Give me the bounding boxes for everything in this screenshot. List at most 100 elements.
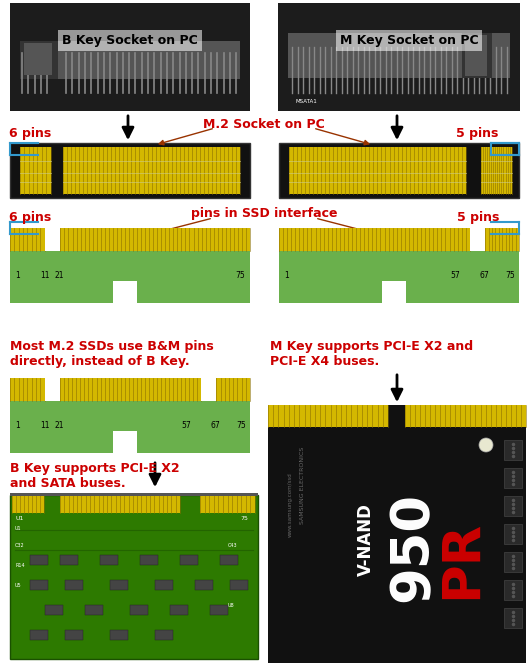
Bar (279, 280, 382, 303)
Bar (220, 555, 238, 565)
Bar (10, 495, 258, 659)
Bar (200, 495, 255, 513)
Text: 75: 75 (506, 272, 515, 280)
Bar (140, 555, 158, 565)
Bar (45, 605, 63, 615)
Text: 75: 75 (240, 516, 248, 521)
Bar (230, 580, 248, 590)
Text: MSATA1: MSATA1 (296, 99, 318, 104)
Bar (289, 147, 466, 194)
Text: 1: 1 (284, 272, 289, 280)
Bar (481, 147, 512, 194)
Text: 75: 75 (235, 272, 245, 280)
Bar (268, 405, 526, 663)
Bar (45, 378, 60, 400)
Text: 1: 1 (15, 422, 20, 430)
Bar (60, 378, 201, 400)
Text: 11: 11 (40, 272, 50, 280)
Bar (201, 378, 216, 400)
Bar (45, 228, 60, 250)
Text: SAMSUNG ELECTRONICS: SAMSUNG ELECTRONICS (300, 446, 306, 524)
Bar (504, 580, 522, 600)
Text: U1: U1 (15, 526, 22, 531)
Bar (100, 555, 118, 565)
Bar (288, 33, 510, 78)
Bar (113, 280, 137, 303)
Bar (10, 430, 113, 453)
Bar (65, 630, 83, 640)
Bar (20, 147, 51, 194)
Bar (180, 555, 198, 565)
Bar (279, 250, 519, 280)
Bar (24, 43, 52, 76)
Bar (406, 280, 519, 303)
Bar (279, 228, 470, 250)
Bar (268, 405, 388, 427)
Text: C43: C43 (228, 543, 238, 548)
Text: pins in SSD interface: pins in SSD interface (191, 207, 338, 220)
Text: 11: 11 (40, 422, 50, 430)
Bar (10, 3, 250, 111)
Text: B Key Socket on PC: B Key Socket on PC (62, 35, 198, 47)
Text: 6 pins: 6 pins (9, 127, 51, 139)
Text: 5 pins: 5 pins (455, 127, 498, 139)
Bar (60, 228, 250, 250)
Circle shape (479, 438, 493, 452)
Text: U8: U8 (228, 603, 235, 608)
Bar (10, 250, 250, 280)
Bar (155, 580, 173, 590)
Bar (10, 400, 250, 430)
Text: U1: U1 (15, 516, 23, 521)
Text: 950: 950 (387, 492, 439, 602)
Text: 67: 67 (211, 422, 220, 430)
Bar (63, 147, 240, 194)
Text: V-NAND: V-NAND (357, 503, 375, 576)
Text: Most M.2 SSDs use B&M pins: Most M.2 SSDs use B&M pins (10, 340, 214, 353)
Bar (20, 41, 58, 79)
Text: www.samsung.com/ssd: www.samsung.com/ssd (287, 473, 293, 537)
Bar (210, 605, 228, 615)
Text: R14: R14 (15, 563, 25, 568)
Text: C32: C32 (15, 543, 25, 548)
Bar (382, 280, 406, 303)
Bar (10, 228, 45, 250)
Bar (110, 630, 128, 640)
Bar (30, 630, 48, 640)
Text: 21: 21 (54, 422, 64, 430)
Bar (10, 280, 113, 303)
Bar (462, 33, 492, 78)
Bar (110, 580, 128, 590)
Bar (504, 608, 522, 628)
Text: 75: 75 (236, 422, 247, 430)
Bar (405, 405, 526, 427)
Text: U5: U5 (15, 583, 22, 588)
Text: 6 pins: 6 pins (9, 212, 51, 224)
Bar (504, 524, 522, 544)
Bar (12, 495, 44, 513)
Bar (30, 580, 48, 590)
Bar (10, 493, 258, 496)
Text: M Key Socket on PC: M Key Socket on PC (340, 35, 478, 47)
Bar (504, 552, 522, 572)
Text: and SATA buses.: and SATA buses. (10, 477, 125, 490)
Bar (195, 580, 213, 590)
Bar (137, 430, 250, 453)
Bar (278, 3, 520, 111)
Bar (20, 41, 240, 79)
Bar (504, 440, 522, 460)
Bar (60, 495, 180, 513)
Bar (137, 280, 250, 303)
Text: 5 pins: 5 pins (457, 212, 499, 224)
Bar (10, 378, 45, 400)
Text: M Key supports PCI-E X2 and: M Key supports PCI-E X2 and (270, 340, 473, 353)
Bar (216, 378, 250, 400)
Bar (486, 228, 519, 250)
Bar (113, 430, 137, 453)
Text: 1: 1 (15, 272, 20, 280)
Bar (155, 630, 173, 640)
Bar (130, 605, 148, 615)
Bar (65, 580, 83, 590)
Bar (30, 555, 48, 565)
Bar (170, 605, 188, 615)
Bar (279, 143, 519, 198)
